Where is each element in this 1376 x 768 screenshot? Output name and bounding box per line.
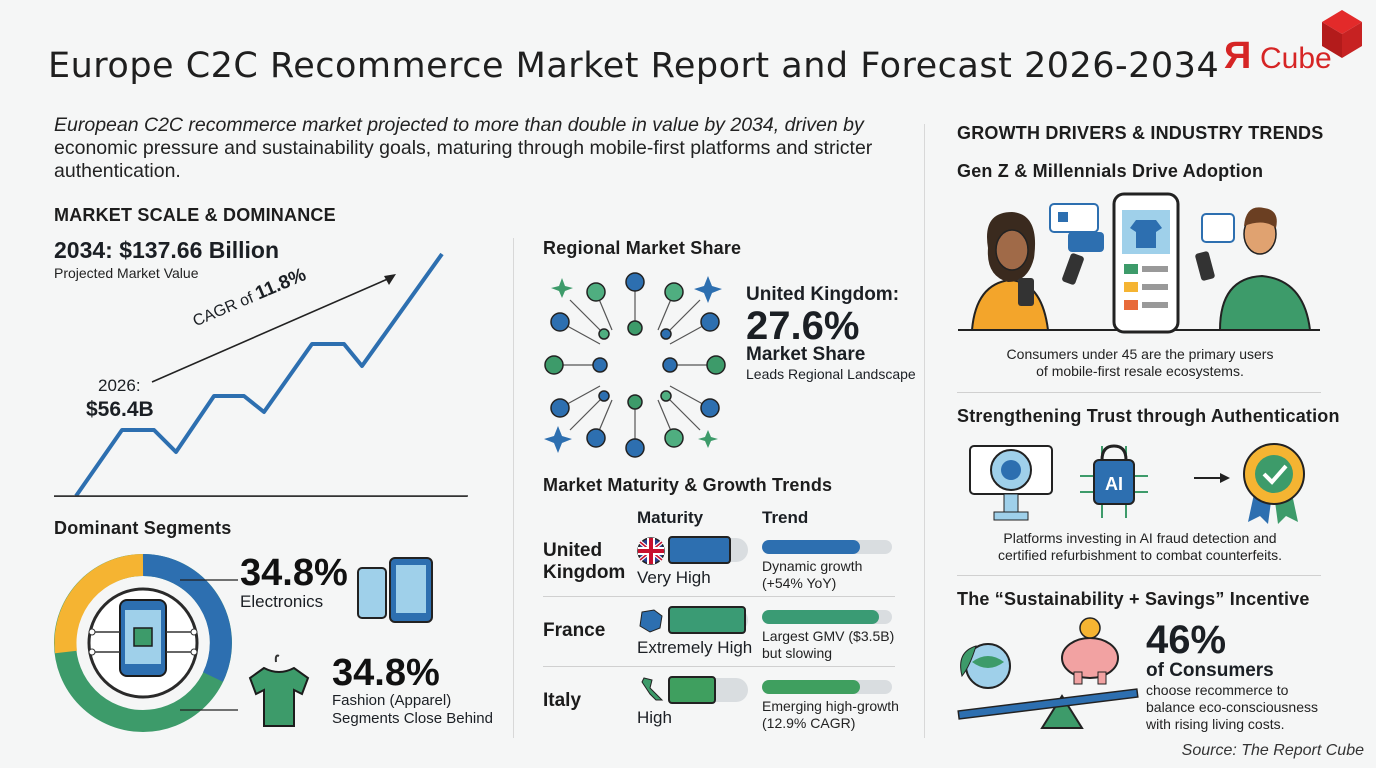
trend-text-2: (+54% YoY) — [762, 575, 837, 591]
report-cube-logo: Я Cube — [1224, 10, 1362, 77]
regional-share-label: Market Share — [746, 344, 866, 365]
maturity-country-line-1: United — [543, 540, 603, 561]
source-credit: Source: The Report Cube — [1181, 742, 1364, 759]
fashion-label-2: Segments Close Behind — [332, 710, 493, 727]
cagr-arrow-line — [151, 277, 391, 383]
intro-text: European C2C recommerce market projected… — [54, 114, 884, 183]
intro-line-3: authentication. — [54, 160, 181, 182]
regional-heading: Regional Market Share — [543, 238, 742, 258]
maturity-country: France — [543, 620, 605, 642]
start-year: 2026: — [98, 376, 141, 395]
fashion-pct: 34.8% — [332, 652, 440, 694]
trust-heading: Strengthening Trust through Authenticati… — [957, 406, 1340, 426]
maturity-row-divider — [543, 596, 895, 597]
col-maturity: Maturity — [637, 508, 704, 527]
trust-text-1: Platforms investing in AI fraud detectio… — [1003, 530, 1277, 546]
ai-lock-label: AI — [1105, 474, 1123, 494]
tshirt-icon — [248, 654, 310, 727]
fashion-label-1: Fashion (Apparel) — [332, 692, 452, 709]
fr-flag-icon — [639, 609, 663, 633]
maturity-level-fill — [668, 536, 731, 564]
drivers-heading: GROWTH DRIVERS & INDUSTRY TRENDS — [957, 123, 1324, 143]
sustain-text-2: balance eco-consciousness — [1146, 699, 1318, 715]
market-value-2034: 2034: $137.66 Billion — [54, 237, 280, 263]
intro-line-2: economic pressure and sustainability goa… — [54, 137, 873, 159]
sustain-label: of Consumers — [1146, 660, 1274, 681]
genz-text-2: of mobile-first resale ecosystems. — [1036, 363, 1244, 379]
donut-segment-electronics — [142, 554, 232, 682]
maturity-row-divider — [543, 666, 895, 667]
maturity-country: Italy — [543, 690, 581, 712]
maturity-level-fill — [668, 606, 746, 634]
sustain-heading: The “Sustainability + Savings” Incentive — [957, 589, 1310, 609]
regional-share: 27.6% — [746, 304, 860, 348]
trend-text-2: but slowing — [762, 645, 833, 661]
genz-people-illustration — [958, 192, 1320, 334]
column-divider-left — [513, 238, 514, 738]
drivers-divider-1 — [957, 392, 1321, 393]
authentication-icons: AI — [969, 443, 1305, 524]
maturity-label: High — [637, 708, 672, 727]
logo-r-glyph: Я — [1224, 35, 1251, 77]
intro-line-1: European C2C recommerce market projected… — [54, 114, 864, 136]
logo-text: Cube — [1260, 42, 1332, 75]
genz-text-1: Consumers under 45 are the primary users — [1006, 346, 1274, 362]
sustain-text-3: with rising living costs. — [1146, 716, 1285, 732]
drivers-divider-2 — [957, 575, 1321, 576]
maturity-label: Extremely High — [637, 638, 753, 657]
maturity-country: United Kingdom — [543, 540, 625, 584]
regional-country: United Kingdom: — [746, 284, 900, 305]
growth-trend-line — [74, 252, 444, 498]
segment-leader-lines — [180, 579, 238, 711]
chart-axis-divider — [54, 496, 467, 497]
start-value: $56.4B — [86, 398, 154, 421]
maturity-country-line-1: Italy — [543, 690, 582, 711]
electronics-pct: 34.8% — [240, 552, 348, 594]
donut-segment-other — [54, 554, 144, 654]
column-divider-right — [924, 124, 925, 738]
regional-sub: Leads Regional Landscape — [746, 366, 916, 382]
cagr-arrow-head — [384, 274, 396, 285]
maturity-level-fill — [668, 676, 716, 704]
maturity-country-line-1: France — [543, 620, 606, 641]
maturity-heading: Market Maturity & Growth Trends — [543, 475, 833, 495]
sustain-pct: 46% — [1146, 618, 1227, 662]
trend-text-1: Largest GMV ($3.5B) — [762, 628, 895, 644]
col-trend: Trend — [762, 508, 809, 527]
page-title: Europe C2C Recommerce Market Report and … — [48, 46, 1220, 86]
maturity-label: Very High — [637, 568, 711, 587]
it-flag-icon — [641, 677, 664, 701]
segments-donut — [54, 554, 232, 732]
sustain-text-1: choose recommerce to — [1146, 682, 1289, 698]
market-scale-heading: MARKET SCALE & DOMINANCE — [54, 205, 336, 225]
genz-heading: Gen Z & Millennials Drive Adoption — [957, 161, 1264, 181]
eco-savings-scale-illustration — [957, 617, 1139, 729]
trend-bar-fill — [762, 540, 860, 554]
uk-flag-icon — [637, 537, 665, 565]
trend-text-1: Dynamic growth — [762, 558, 863, 574]
market-value-label: Projected Market Value — [54, 265, 199, 281]
segments-heading: Dominant Segments — [54, 518, 232, 538]
trust-text-2: certified refurbishment to combat counte… — [997, 547, 1283, 563]
trend-text-2: (12.9% CAGR) — [762, 715, 856, 731]
phone-tablet-icon — [357, 557, 433, 623]
electronics-label: Electronics — [240, 592, 324, 611]
regional-network-graphic — [544, 272, 726, 458]
trend-bar-fill — [762, 680, 860, 694]
trend-bar-fill — [762, 610, 879, 624]
maturity-country-line-2: Kingdom — [543, 562, 626, 583]
trend-text-1: Emerging high-growth — [762, 698, 899, 714]
